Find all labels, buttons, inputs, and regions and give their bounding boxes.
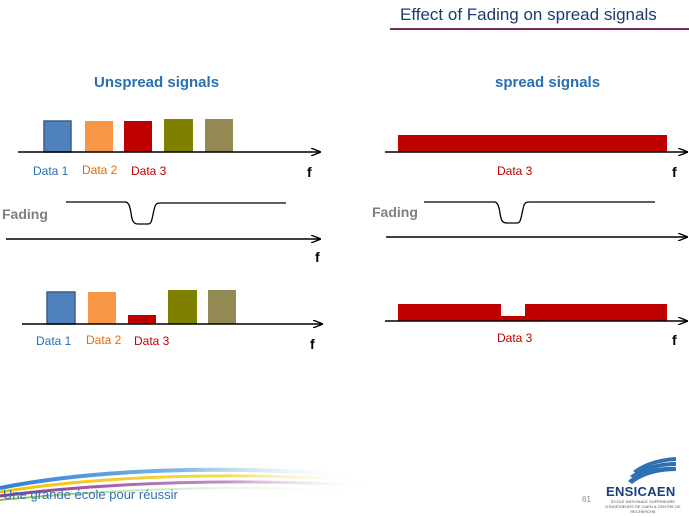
slide-title: Effect of Fading on spread signals	[400, 5, 657, 24]
label-fading-right: Fading	[372, 204, 418, 220]
bar-data4-bottom	[168, 290, 197, 324]
bar-data4-top	[164, 119, 193, 152]
axis-label-f-right-bottom: f	[672, 332, 677, 348]
ensicaen-logo-mark	[628, 457, 676, 484]
bar-data5-top	[205, 119, 233, 152]
spread-band-bottom-right	[525, 304, 667, 321]
spread-band-bottom	[398, 304, 667, 321]
spread-band-bottom-notch	[501, 316, 525, 321]
axis-label-f-left-bottom: f	[310, 336, 315, 352]
fading-curve-right	[424, 201, 655, 224]
label-data2-bottom: Data 2	[86, 333, 122, 347]
bar-data3-top	[124, 121, 152, 152]
title-underline	[390, 28, 689, 30]
heading-spread: spread signals	[495, 74, 601, 91]
spread-band-bottom-left	[398, 304, 501, 321]
page-number: 61	[582, 495, 591, 504]
bar-data1-top	[43, 120, 72, 153]
brand-subtitle: ÉCOLE NATIONALE SUPÉRIEURE D'INGÉNIEURS …	[605, 499, 681, 514]
bar-data2-bottom	[88, 292, 116, 324]
bar-data1-bottom	[46, 291, 76, 325]
bar-data2-top	[85, 121, 113, 152]
label-spread-data3-bottom: Data 3	[497, 331, 533, 345]
label-fading-left: Fading	[2, 206, 48, 222]
footer-tagline: Une grande école pour réussir	[3, 487, 178, 502]
brand-name: ENSICAEN	[606, 484, 676, 499]
fading-curve-left	[66, 201, 286, 225]
label-data1-bottom: Data 1	[36, 334, 72, 348]
axis-label-f-left-fading: f	[315, 249, 320, 265]
unspread-top-bars	[43, 119, 233, 153]
heading-unspread: Unspread signals	[94, 74, 220, 91]
axis-label-f-left-top: f	[307, 164, 312, 180]
unspread-bottom-bars	[46, 290, 236, 325]
bar-data5-bottom	[208, 290, 236, 324]
spread-band-top	[398, 135, 667, 152]
label-data2-top: Data 2	[82, 163, 118, 177]
footer-swoosh	[0, 467, 381, 501]
axis-label-f-right-top: f	[672, 164, 677, 180]
label-data3-bottom: Data 3	[134, 334, 170, 348]
label-data3-top: Data 3	[131, 164, 167, 178]
bar-data3-bottom-faded	[128, 315, 156, 324]
label-data1-top: Data 1	[33, 164, 69, 178]
label-spread-data3-top: Data 3	[497, 164, 533, 178]
